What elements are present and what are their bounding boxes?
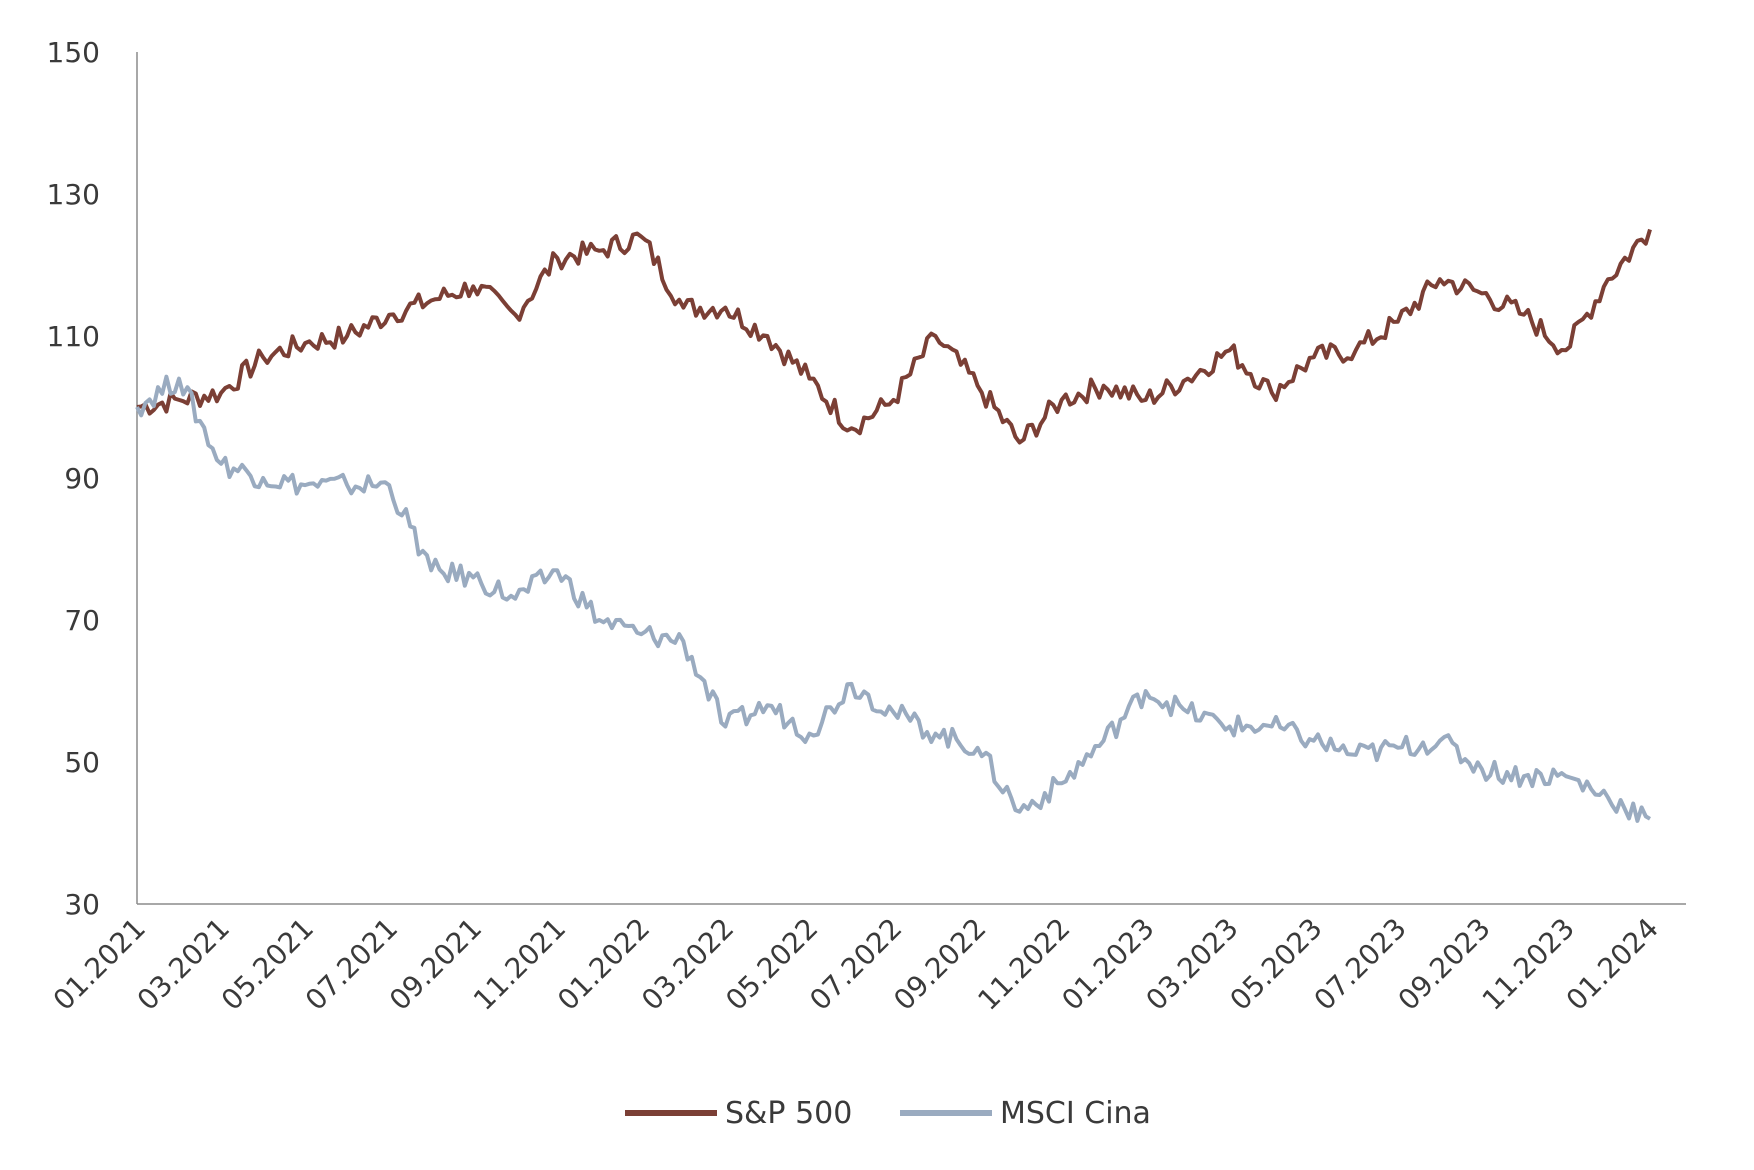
x-tick-label: 07.2023 bbox=[1308, 912, 1413, 1017]
x-axis-ticks: 01.202103.202105.202107.202109.202111.20… bbox=[47, 912, 1665, 1017]
x-tick-label: 09.2023 bbox=[1392, 912, 1497, 1017]
legend: S&P 500 MSCI Cina bbox=[625, 1096, 1151, 1131]
series-line-sp500 bbox=[136, 228, 1652, 445]
x-tick-label: 07.2022 bbox=[803, 912, 908, 1017]
y-tick-label: 70 bbox=[64, 604, 100, 637]
x-tick-label: 01.2022 bbox=[551, 912, 656, 1017]
y-axis-ticks: 150 130 110 90 70 50 30 bbox=[47, 36, 100, 921]
x-tick-label: 09.2022 bbox=[887, 912, 992, 1017]
x-tick-label: 01.2021 bbox=[47, 912, 152, 1017]
series-layer bbox=[135, 228, 1652, 823]
x-tick-label: 03.2021 bbox=[131, 912, 236, 1017]
y-tick-label: 50 bbox=[64, 746, 100, 779]
x-tick-label: 11.2021 bbox=[467, 912, 572, 1017]
legend-item-sp500: S&P 500 bbox=[625, 1096, 852, 1131]
x-tick-label: 01.2024 bbox=[1560, 912, 1665, 1017]
x-tick-label: 01.2023 bbox=[1055, 912, 1160, 1017]
y-tick-label: 90 bbox=[64, 462, 100, 495]
series-line-msci-cina bbox=[135, 374, 1651, 823]
x-tick-label: 05.2023 bbox=[1224, 912, 1329, 1017]
x-tick-label: 05.2021 bbox=[215, 912, 320, 1017]
x-tick-label: 11.2023 bbox=[1476, 912, 1581, 1017]
x-tick-label: 09.2021 bbox=[383, 912, 488, 1017]
y-tick-label: 30 bbox=[64, 888, 100, 921]
y-tick-label: 130 bbox=[47, 178, 100, 211]
legend-item-msci-cina: MSCI Cina bbox=[900, 1096, 1151, 1131]
x-tick-label: 07.2021 bbox=[299, 912, 404, 1017]
x-tick-label: 03.2023 bbox=[1139, 912, 1244, 1017]
y-tick-label: 110 bbox=[47, 320, 100, 353]
x-tick-label: 05.2022 bbox=[719, 912, 824, 1017]
x-tick-label: 11.2022 bbox=[971, 912, 1076, 1017]
legend-label-sp500: S&P 500 bbox=[725, 1096, 852, 1131]
y-tick-label: 150 bbox=[47, 36, 100, 69]
x-tick-label: 03.2022 bbox=[635, 912, 740, 1017]
legend-label-msci-cina: MSCI Cina bbox=[1000, 1096, 1151, 1131]
